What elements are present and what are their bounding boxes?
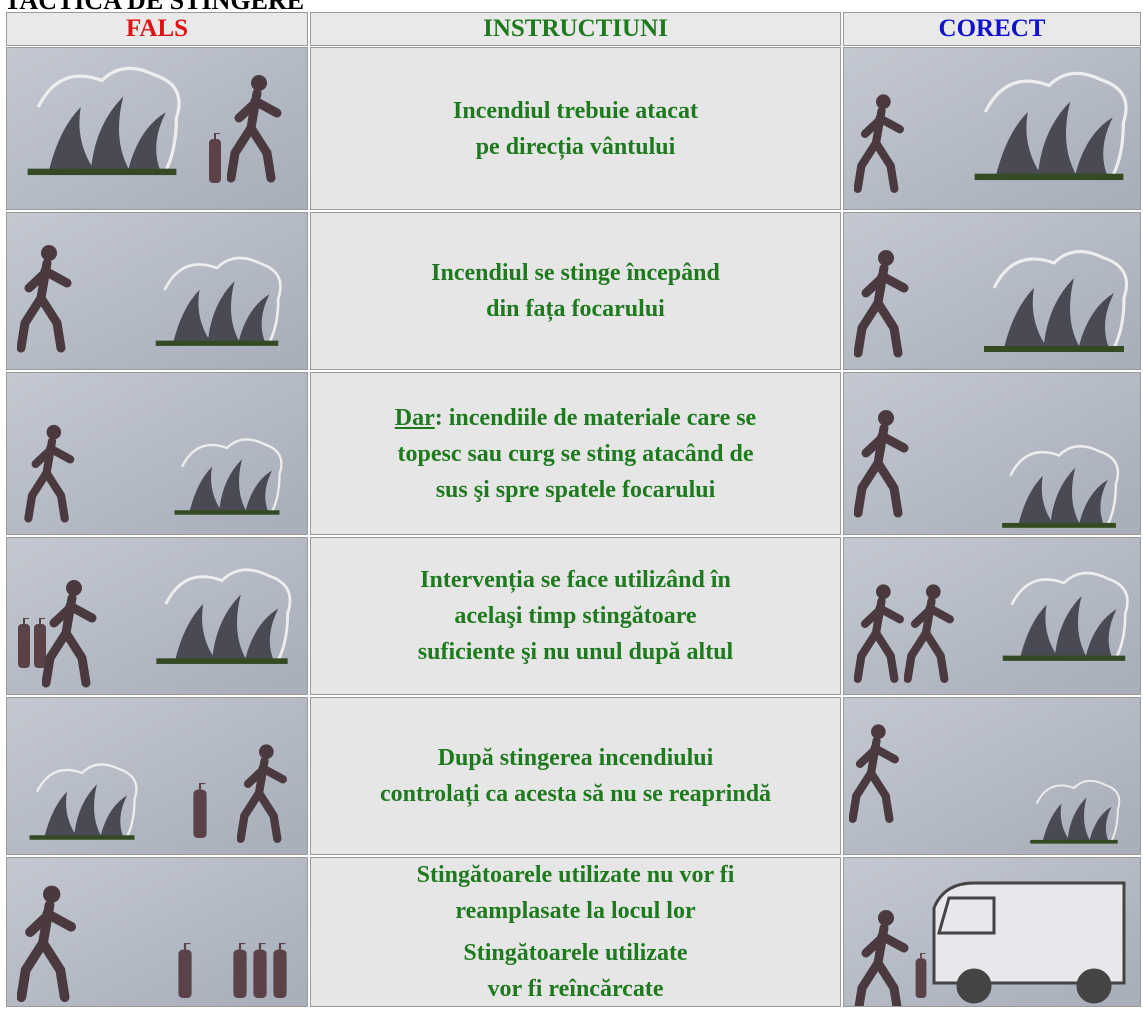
correct-picture bbox=[843, 47, 1141, 210]
pictogram-wrong bbox=[7, 538, 307, 694]
instruction-block: Incendiul trebuie atacat pe direcția vânt… bbox=[311, 93, 840, 165]
pictogram-correct bbox=[844, 698, 1140, 854]
instruction-block: Dar: incendiile de materiale care se tope… bbox=[311, 400, 840, 508]
instruction-line: Intervenția se face utilizând în bbox=[420, 567, 731, 593]
instruction-line: pe direcția vântului bbox=[475, 133, 676, 160]
instruction-line: topesc sau curg se sting atacând de bbox=[397, 440, 754, 467]
instruction-line: După stingerea incendiului bbox=[437, 745, 714, 771]
instruction-cell: După stingerea incendiului controlați ca … bbox=[310, 697, 841, 855]
pictogram bbox=[177, 943, 193, 998]
pictogram bbox=[33, 618, 47, 668]
instruction-line: controlați ca acesta să nu se reaprindă bbox=[379, 781, 772, 807]
instruction-cell: Dar: incendiile de materiale care se tope… bbox=[310, 372, 841, 535]
instruction-block: Stingătoarele utilizate vor fi reîncărcat… bbox=[311, 935, 840, 1007]
instruction-block: Incendiul se stinge începând din fața foc… bbox=[311, 255, 840, 327]
pictogram bbox=[192, 783, 208, 838]
correct-picture bbox=[843, 857, 1141, 1007]
pictogram bbox=[272, 943, 288, 998]
pictogram bbox=[914, 953, 928, 998]
pictogram-wrong bbox=[7, 213, 307, 369]
header-wrong: FALS bbox=[6, 12, 308, 46]
instruction-line: Stingătoarele utilizate bbox=[463, 940, 688, 966]
correct-picture bbox=[843, 537, 1141, 695]
pictogram-wrong bbox=[7, 698, 307, 854]
instruction-text: : incendiile de materiale care se bbox=[434, 404, 757, 431]
correct-picture bbox=[843, 697, 1141, 855]
pictogram-correct bbox=[844, 48, 1140, 209]
instruction-lead: Dar bbox=[394, 404, 435, 431]
pictogram-wrong bbox=[7, 858, 307, 1006]
instruction-line: Incendiul se stinge începând bbox=[431, 260, 720, 286]
instruction-line: reamplasate la locul lor bbox=[455, 898, 696, 924]
wrong-picture bbox=[6, 857, 308, 1007]
wrong-picture bbox=[6, 212, 308, 370]
instruction-line: Incendiul trebuie atacat bbox=[453, 97, 698, 124]
header-correct: CORECT bbox=[843, 12, 1141, 46]
instruction-line: din fața focarului bbox=[486, 296, 665, 322]
instruction-block: Intervenția se face utilizând în acelaşi … bbox=[311, 562, 840, 670]
page-title: TACTICA DE STINGERE bbox=[4, 0, 305, 15]
pictogram-wrong bbox=[7, 373, 307, 534]
pictogram-correct bbox=[844, 373, 1140, 534]
instruction-cell: Incendiul trebuie atacat pe direcția vânt… bbox=[310, 47, 841, 210]
instruction-line: Stingătoarele utilizate nu vor fi bbox=[416, 862, 735, 888]
pictogram-correct bbox=[844, 858, 1140, 1006]
pictogram bbox=[207, 133, 223, 183]
pictogram-correct bbox=[844, 538, 1140, 694]
correct-picture bbox=[843, 212, 1141, 370]
pictogram bbox=[232, 943, 248, 998]
pictogram bbox=[17, 618, 31, 668]
instruction-line: suficiente şi nu unul după altul bbox=[417, 639, 734, 665]
pictogram-wrong bbox=[7, 48, 307, 209]
instruction-block: După stingerea incendiului controlați ca … bbox=[311, 740, 840, 812]
wrong-picture bbox=[6, 537, 308, 695]
instruction-cell: Incendiul se stinge începând din fața foc… bbox=[310, 212, 841, 370]
instruction-line: acelaşi timp stingătoare bbox=[454, 603, 697, 629]
instruction-cell: Stingătoarele utilizate nu vor fi reampla… bbox=[310, 857, 841, 1007]
pictogram bbox=[252, 943, 268, 998]
instruction-block: Stingătoarele utilizate nu vor fi reampla… bbox=[311, 857, 840, 929]
wrong-picture bbox=[6, 372, 308, 535]
correct-picture bbox=[843, 372, 1141, 535]
instruction-line: vor fi reîncărcate bbox=[487, 976, 664, 1002]
wrong-picture bbox=[6, 47, 308, 210]
wrong-picture bbox=[6, 697, 308, 855]
header-instructions: INSTRUCTIUNI bbox=[310, 12, 841, 46]
van bbox=[932, 881, 1126, 1004]
instruction-cell: Intervenția se face utilizând în acelaşi … bbox=[310, 537, 841, 695]
instruction-line: Dar: incendiile de materiale care se bbox=[311, 400, 840, 436]
instruction-line: sus şi spre spatele focarului bbox=[435, 476, 716, 503]
pictogram-correct bbox=[844, 213, 1140, 369]
